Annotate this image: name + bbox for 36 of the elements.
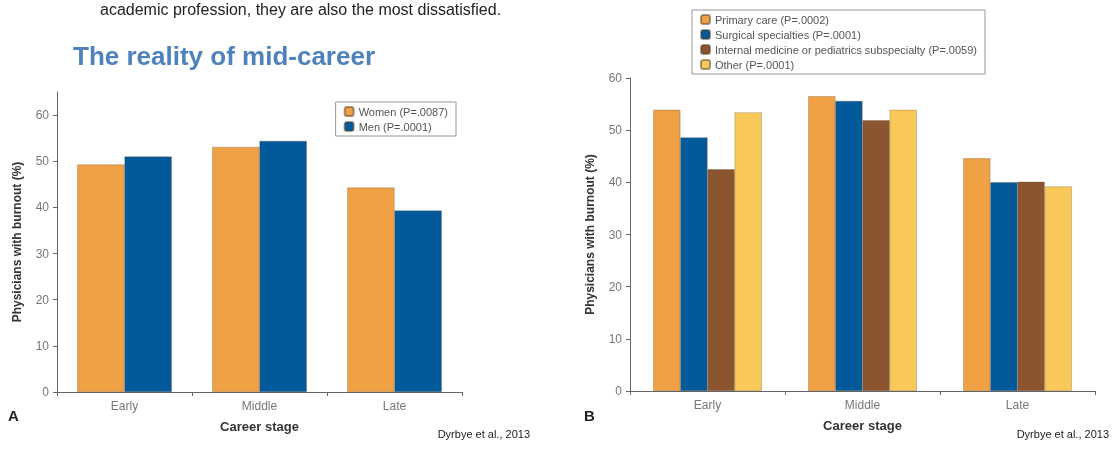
legend-label: Surgical specialties (P=.0001) xyxy=(715,28,861,41)
y-tick-label: 50 xyxy=(35,154,50,169)
y-axis-title: Physicians with burnout (%) xyxy=(10,161,24,323)
legend-label: Other (P=.0001) xyxy=(715,58,795,71)
text: Dyrbye et al., 2013 xyxy=(1016,427,1110,440)
legend-label: Men (P=.0001) xyxy=(358,120,432,133)
x-axis-title: Career stage xyxy=(220,419,299,434)
y-tick-label: 20 xyxy=(35,292,50,307)
y-axis-title: Physicians with burnout (%) xyxy=(583,154,597,315)
x-tick-label: Late xyxy=(1005,398,1030,412)
x-tick-label: Early xyxy=(110,399,139,413)
y-tick-label: 40 xyxy=(35,200,50,215)
x-tick-label: Middle xyxy=(241,399,278,413)
text: B xyxy=(584,407,595,424)
y-tick-label: 50 xyxy=(608,123,623,138)
y-tick-label: 60 xyxy=(35,108,50,123)
y-tick-label: 0 xyxy=(42,385,50,399)
y-tick-label: 20 xyxy=(608,279,623,294)
x-tick-label: Middle xyxy=(844,398,881,412)
y-tick-label: 30 xyxy=(35,246,50,261)
x-tick-label: Late xyxy=(382,399,407,413)
text: A xyxy=(8,407,19,424)
y-tick-label: 10 xyxy=(35,338,50,353)
y-tick-label: 40 xyxy=(608,175,623,190)
x-tick-label: Early xyxy=(693,398,722,412)
legend-label: Women (P=.0087) xyxy=(358,105,449,118)
legend-label: Internal medicine or pediatrics subspecialty (P=.0059) xyxy=(715,43,977,56)
y-tick-label: 60 xyxy=(608,71,623,85)
text: academic profession, they are also the most dissatisfied. xyxy=(100,0,502,18)
text: Dyrbye et al., 2013 xyxy=(437,427,531,440)
y-tick-label: 10 xyxy=(608,331,623,346)
legend-label: Primary care (P=.0002) xyxy=(715,13,830,26)
y-tick-label: 30 xyxy=(608,227,623,242)
x-axis-title: Career stage xyxy=(823,418,902,433)
y-tick-label: 0 xyxy=(615,384,623,398)
chart-title: The reality of mid-career xyxy=(73,41,375,71)
